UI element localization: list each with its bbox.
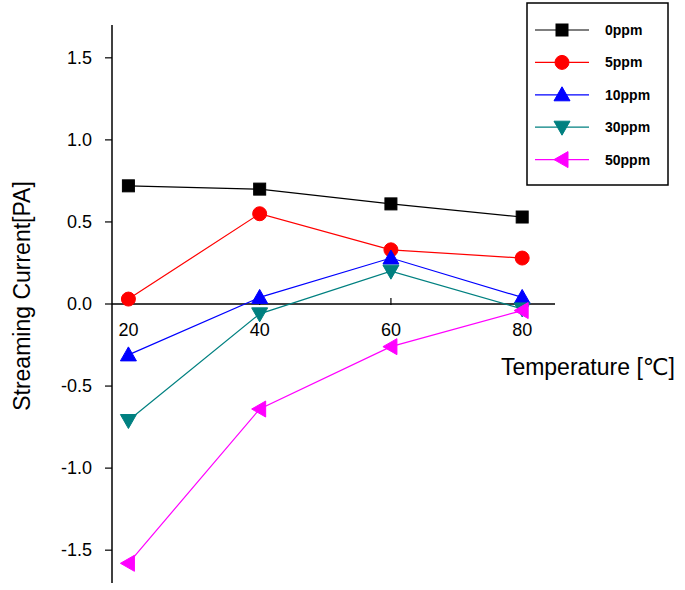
- series-marker: [254, 183, 266, 195]
- series-line: [128, 271, 522, 420]
- y-tick-label: -1.0: [61, 458, 92, 478]
- y-tick-label: 0.0: [67, 294, 92, 314]
- x-axis-label: Temperature [℃]: [501, 354, 675, 380]
- x-axis: [112, 303, 555, 305]
- y-tick-label: -0.5: [61, 376, 92, 396]
- series-marker: [122, 180, 134, 192]
- y-tick: [105, 139, 112, 140]
- legend-marker: [554, 87, 570, 101]
- x-tick-label: 20: [118, 320, 138, 340]
- series-marker: [383, 339, 397, 355]
- series-marker: [383, 265, 399, 279]
- y-tick: [105, 303, 112, 304]
- series-marker: [120, 555, 134, 571]
- y-tick-label: 1.5: [67, 48, 92, 68]
- series-marker: [120, 415, 136, 429]
- series-line: [128, 311, 522, 564]
- legend-label: 10ppm: [605, 87, 650, 103]
- plot-data: [120, 180, 530, 571]
- series-marker: [514, 303, 528, 319]
- series-marker: [120, 347, 136, 361]
- y-tick: [105, 550, 112, 551]
- legend: 0ppm 5ppm 10ppm 30ppm 50ppm: [527, 3, 668, 185]
- y-tick-label: -1.5: [61, 540, 92, 560]
- x-tick-label: 60: [381, 320, 401, 340]
- chart: -1.5 -1.0 -0.5 0.0 0.5 1.0 1.5 20 40 60 80 Temperat…: [0, 0, 685, 590]
- legend-label: 30ppm: [605, 119, 650, 135]
- y-tick-label: 0.5: [67, 212, 92, 232]
- legend-marker: [555, 55, 569, 69]
- y-axis-label: Streaming Current[PA]: [9, 181, 35, 411]
- series-marker: [252, 308, 268, 322]
- series-marker: [514, 289, 530, 303]
- series-marker: [121, 292, 135, 306]
- series-marker: [252, 289, 268, 303]
- series-marker: [252, 401, 266, 417]
- legend-box: [527, 3, 668, 185]
- x-tick: [390, 298, 391, 305]
- x-tick-label: 80: [512, 320, 532, 340]
- legend-marker: [554, 121, 570, 135]
- legend-label: 5ppm: [605, 54, 642, 70]
- series-marker: [516, 211, 528, 223]
- series-line: [128, 214, 522, 299]
- y-tick: [105, 57, 112, 58]
- x-tick-label: 40: [250, 320, 270, 340]
- series-marker: [515, 251, 529, 265]
- y-tick: [105, 385, 112, 386]
- series-marker: [385, 198, 397, 210]
- series-marker: [253, 207, 267, 221]
- y-tick: [105, 221, 112, 222]
- legend-label: 0ppm: [605, 22, 642, 38]
- series-marker: [383, 250, 399, 264]
- y-tick-label: 1.0: [67, 130, 92, 150]
- legend-label: 50ppm: [605, 152, 650, 168]
- legend-marker: [556, 24, 568, 36]
- y-tick: [105, 468, 112, 469]
- series-line: [128, 186, 522, 217]
- series-line: [128, 258, 522, 355]
- legend-marker: [554, 152, 568, 168]
